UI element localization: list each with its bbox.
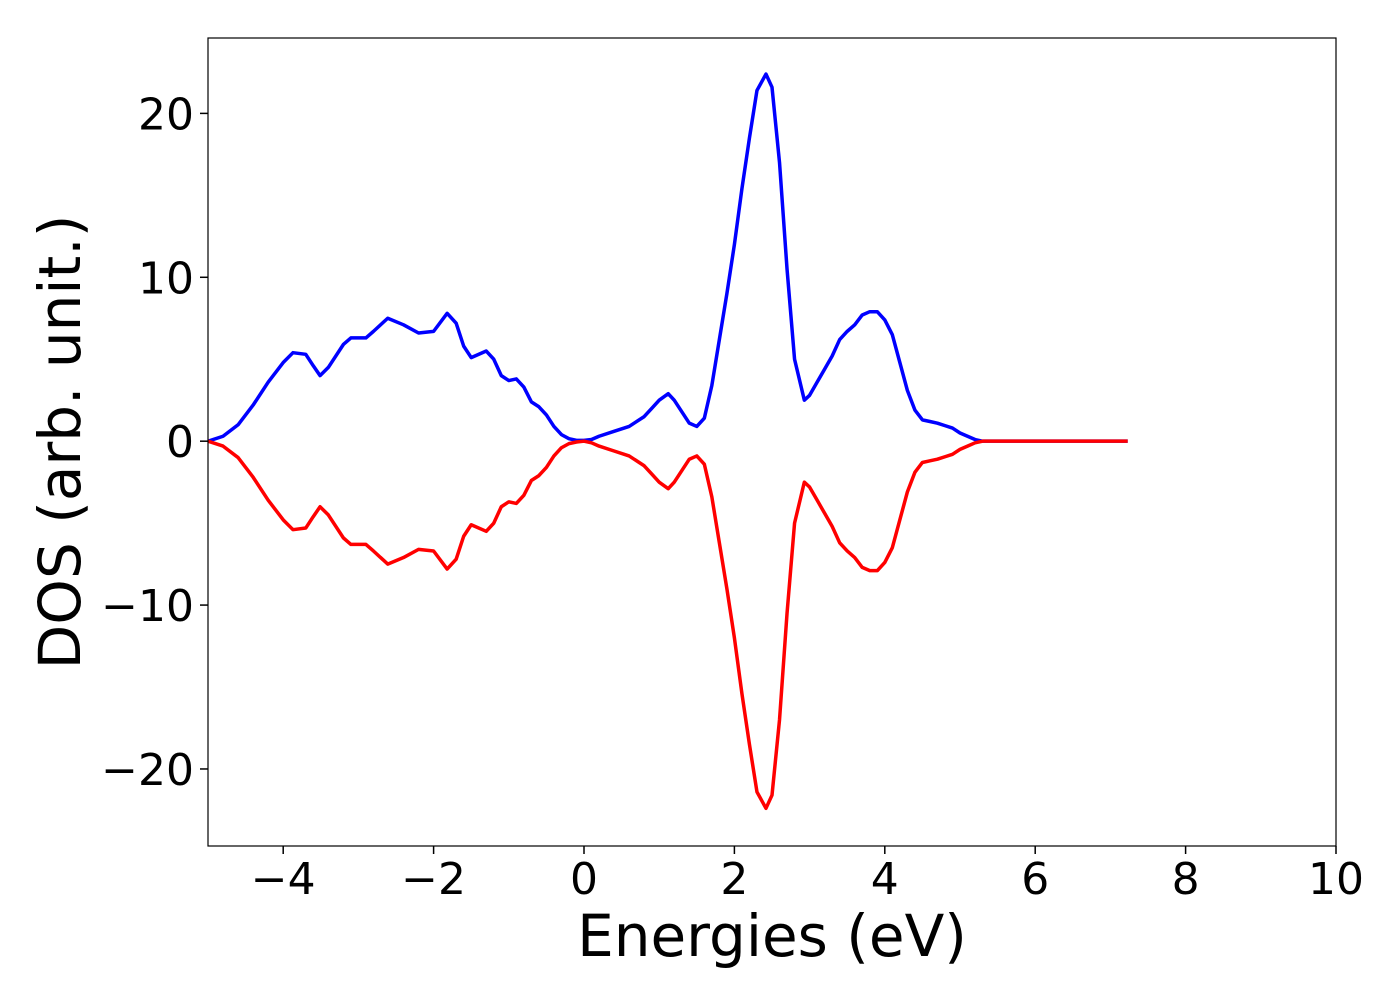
x-tick-label: 4 [871, 854, 899, 905]
y-tick-label: 20 [138, 89, 194, 140]
y-axis-label: DOS (arb. unit.) [26, 215, 94, 670]
x-tick-label: 0 [570, 854, 598, 905]
y-tick-label: −10 [101, 581, 194, 632]
dos-line [208, 439, 1128, 811]
x-tick-label: −4 [251, 854, 316, 905]
plot-frame [207, 37, 1337, 847]
y-tick-label: −20 [101, 745, 194, 796]
x-tick-label: −2 [401, 854, 466, 905]
y-tick-label: 0 [166, 417, 194, 468]
x-tick-label: 10 [1308, 854, 1364, 905]
x-tick-label: 6 [1021, 854, 1049, 905]
x-tick-label: 2 [720, 854, 748, 905]
x-axis-label: Energies (eV) [577, 902, 967, 970]
x-tick-label: 8 [1172, 854, 1200, 905]
dos-line [208, 72, 1128, 443]
y-tick-label: 10 [138, 253, 194, 304]
